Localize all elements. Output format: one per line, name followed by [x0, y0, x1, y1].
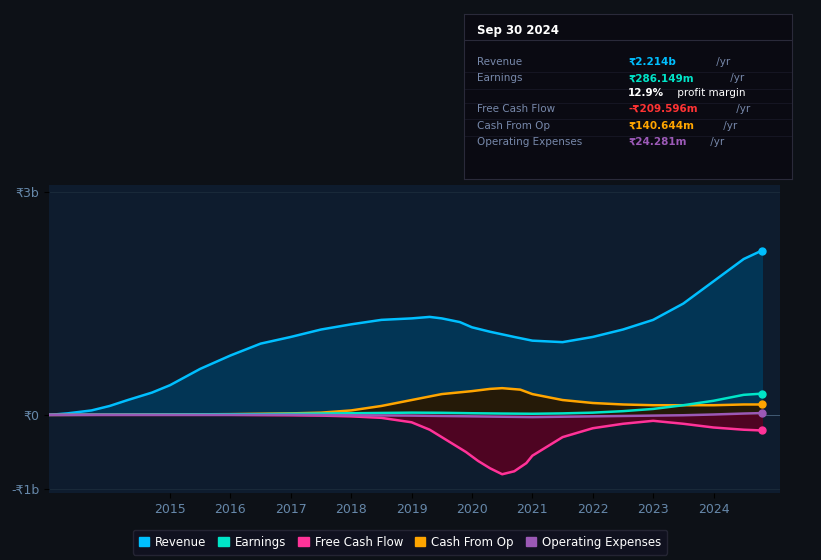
Text: ₹2.214b: ₹2.214b	[628, 57, 676, 67]
Text: /yr: /yr	[720, 120, 737, 130]
Text: ₹286.149m: ₹286.149m	[628, 73, 694, 83]
Text: /yr: /yr	[727, 73, 744, 83]
Legend: Revenue, Earnings, Free Cash Flow, Cash From Op, Operating Expenses: Revenue, Earnings, Free Cash Flow, Cash …	[133, 530, 667, 554]
Text: profit margin: profit margin	[674, 87, 745, 97]
Text: ₹140.644m: ₹140.644m	[628, 120, 694, 130]
Text: Revenue: Revenue	[477, 57, 522, 67]
Text: /yr: /yr	[707, 137, 724, 147]
Text: Cash From Op: Cash From Op	[477, 120, 550, 130]
Text: /yr: /yr	[733, 104, 750, 114]
Text: Operating Expenses: Operating Expenses	[477, 137, 582, 147]
Text: Earnings: Earnings	[477, 73, 522, 83]
Text: Sep 30 2024: Sep 30 2024	[477, 24, 559, 37]
Text: /yr: /yr	[713, 57, 731, 67]
Text: ₹24.281m: ₹24.281m	[628, 137, 686, 147]
Text: -₹209.596m: -₹209.596m	[628, 104, 698, 114]
Text: Free Cash Flow: Free Cash Flow	[477, 104, 555, 114]
Text: 12.9%: 12.9%	[628, 87, 664, 97]
